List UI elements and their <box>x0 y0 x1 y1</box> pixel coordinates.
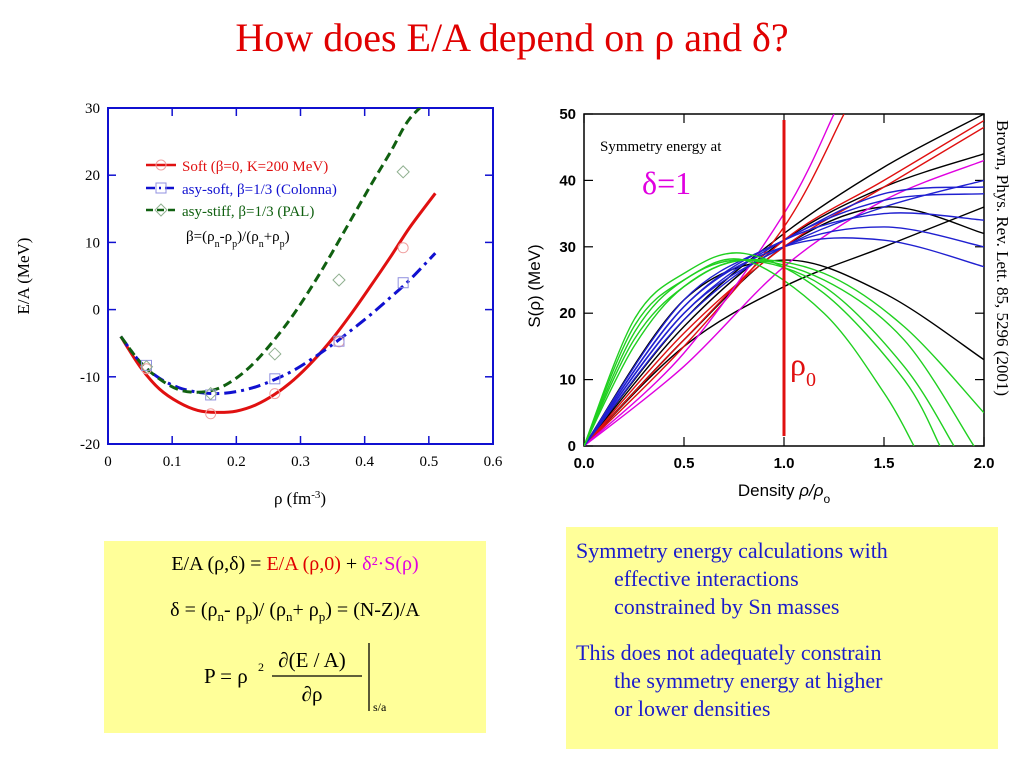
markers <box>139 165 410 420</box>
data-point-circle <box>397 242 409 254</box>
x-tick-label: 0.5 <box>419 454 438 470</box>
formula-ea-plus: + <box>340 553 363 575</box>
series-line-0 <box>119 192 437 414</box>
legend-beta-definition: β=(ρn-ρp)/(ρn+ρp) <box>186 229 290 250</box>
curves <box>584 114 984 446</box>
series-line-4 <box>584 259 984 446</box>
series-line-16 <box>584 258 915 446</box>
notes-box: Symmetry energy calculations with effect… <box>566 527 998 749</box>
legend-asystiff: asy-stiff, β=1/3 (PAL) <box>182 204 314 220</box>
formula-pressure-exp: 2 <box>258 660 264 674</box>
x-tick-label: 1.0 <box>774 455 795 472</box>
x-tick-label: 0.4 <box>355 454 374 470</box>
y-tick-label: 0 <box>568 438 576 455</box>
y-tick-label: 20 <box>85 168 100 184</box>
formula-pressure: P = ρ 2 ∂(E / A) ∂ρ s/a <box>204 643 387 714</box>
y-tick-label: 50 <box>559 106 576 123</box>
y-tick-label: 30 <box>85 101 100 117</box>
formula-pressure-subscript: s/a <box>373 700 387 714</box>
curves <box>119 108 437 414</box>
note-paragraph-1: Symmetry energy calculations with effect… <box>576 537 996 621</box>
y-tick-label: 30 <box>559 239 576 256</box>
y-tick-label: -20 <box>80 437 100 453</box>
note-line: the symmetry energy at higher <box>614 668 883 693</box>
formula-pressure-lhs: P = ρ <box>204 664 248 688</box>
formula-box: E/A (ρ,δ) = E/A (ρ,0) + δ²·S(ρ) δ = (ρn-… <box>104 541 486 733</box>
axis-ticks: 0 0.1 0.2 0.3 0.4 0.5 0.6 -20 -10 0 10 20 30 <box>80 101 503 470</box>
note-line: This does not adequately constrain <box>576 640 882 665</box>
page-title: How does E/A depend on ρ and δ? <box>235 15 789 60</box>
formula-ea-symmetry: δ²·S(ρ) <box>362 553 419 575</box>
series-line-18 <box>584 252 941 446</box>
note-line: constrained by Sn masses <box>614 594 840 619</box>
data-point-circle <box>269 388 281 400</box>
x-tick-label: 0.6 <box>484 454 503 470</box>
annotation-delta: δ=1 <box>642 165 691 201</box>
formula-ea-symmetric: E/A (ρ,0) <box>266 553 341 575</box>
series-line-6 <box>584 114 845 446</box>
data-point-diamond <box>396 165 410 179</box>
x-tick-label: 0.3 <box>291 454 310 470</box>
x-tick-label: 0.1 <box>163 454 182 470</box>
note-paragraph-2: This does not adequately constrain the s… <box>576 639 996 723</box>
legend-asysoft: asy-soft, β=1/3 (Colonna) <box>182 182 337 198</box>
annotation-symmetry-energy: Symmetry energy at <box>600 139 722 155</box>
data-point-square <box>397 277 409 289</box>
y-tick-label: 10 <box>559 372 576 389</box>
formula-ea-prefix: E/A (ρ,δ) = <box>171 553 267 575</box>
y-tick-label: 20 <box>559 305 576 322</box>
legend-marker-square-icon <box>155 182 167 194</box>
note-line: Symmetry energy calculations with <box>576 538 888 563</box>
series-line-15 <box>584 186 984 446</box>
y-axis-label: S(ρ) (MeV) <box>525 244 544 327</box>
axis-ticks: 0.0 0.5 1.0 1.5 2.0 0 10 20 30 40 50 <box>559 106 994 472</box>
citation: Brown, Phys. Rev. Lett. 85, 5296 (2001) <box>993 120 1012 397</box>
note-line: effective interactions <box>614 566 799 591</box>
y-tick-label: 10 <box>85 235 100 251</box>
x-tick-label: 0.2 <box>227 454 246 470</box>
series-line-20 <box>584 258 984 446</box>
y-tick-label: 0 <box>93 303 101 319</box>
x-tick-label: 2.0 <box>974 455 995 472</box>
series-line-5 <box>584 119 984 446</box>
data-point-circle <box>205 408 217 420</box>
x-axis-label: Density ρ/ρo <box>738 481 831 506</box>
symmetry-energy-chart: 0.0 0.5 1.0 1.5 2.0 0 10 20 30 40 50 Symmetry ener… <box>525 106 994 506</box>
x-axis-label: ρ (fm-3) <box>274 489 326 508</box>
legend-marker-circle-icon <box>155 159 167 171</box>
legend-marker-diamond-icon <box>154 203 168 217</box>
legend: Soft (β=0, K=200 MeV) asy-soft, β=1/3 (C… <box>146 159 337 250</box>
formula-pressure-denominator: ∂ρ <box>302 682 323 706</box>
legend-soft: Soft (β=0, K=200 MeV) <box>182 159 328 175</box>
formula-delta: δ = (ρn- ρp)/ (ρn+ ρp) = (N-Z)/A <box>170 599 420 624</box>
ea-density-chart: 0 0.1 0.2 0.3 0.4 0.5 0.6 -20 -10 0 10 20 30 Soft (β… <box>14 101 503 508</box>
series-line-8 <box>584 114 835 446</box>
data-point-diamond <box>203 386 218 401</box>
rho0-label: ρ0 <box>790 346 816 391</box>
formula-ea: E/A (ρ,δ) = E/A (ρ,0) + δ²·S(ρ) <box>104 553 486 576</box>
data-point-diamond <box>268 347 282 361</box>
series-line-2 <box>119 108 423 394</box>
y-axis-label: E/A (MeV) <box>14 238 33 315</box>
data-point-square <box>333 335 345 347</box>
x-tick-label: 1.5 <box>874 455 895 472</box>
series-line-7 <box>584 126 984 446</box>
y-tick-label: 40 <box>559 172 576 189</box>
y-tick-label: -10 <box>80 370 100 386</box>
x-tick-label: 0 <box>104 454 112 470</box>
x-tick-label: 0.5 <box>674 455 695 472</box>
series-line-14 <box>584 226 984 446</box>
series-line-1 <box>119 252 437 396</box>
data-point-diamond <box>332 273 346 287</box>
data-point-square <box>269 373 281 385</box>
note-line: or lower densities <box>614 696 771 721</box>
data-point-diamond <box>139 360 154 374</box>
formula-pressure-numerator: ∂(E / A) <box>278 648 346 672</box>
x-tick-label: 0.0 <box>574 455 595 472</box>
